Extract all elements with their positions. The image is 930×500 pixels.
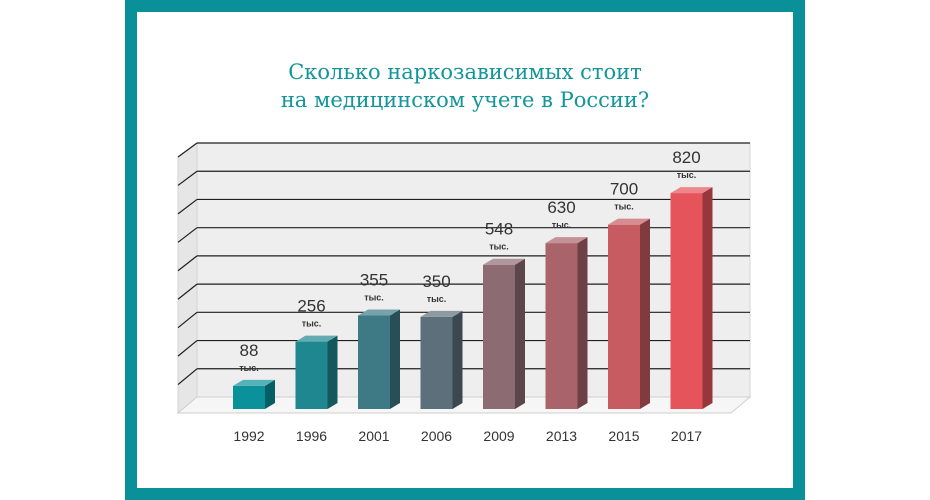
bar-2001 <box>358 309 400 409</box>
category-label: 2015 <box>608 428 639 444</box>
category-label: 1996 <box>296 428 327 444</box>
category-label: 2001 <box>358 428 389 444</box>
bar-front <box>608 224 640 409</box>
bar-side <box>577 237 588 409</box>
gridline-side <box>177 368 198 386</box>
unit-label: тыс. <box>614 202 634 212</box>
bar-2009 <box>483 258 525 409</box>
bar-side <box>640 218 650 409</box>
bar-2017 <box>670 187 713 409</box>
bar-front <box>670 193 703 409</box>
chart-title-line-2: на медицинском учете в России? <box>280 88 650 112</box>
gridline-side <box>177 311 198 329</box>
category-label: 1992 <box>233 428 264 444</box>
bar-top <box>233 379 275 386</box>
bar-1996 <box>295 335 338 409</box>
value-label: 256 <box>297 297 325 316</box>
chart-gridlines <box>177 142 750 386</box>
bar-side <box>327 335 338 409</box>
bar-side <box>390 309 400 409</box>
bar-side <box>265 379 275 409</box>
chart-background <box>176 142 752 415</box>
category-label: 2017 <box>671 428 702 444</box>
value-label: 820 <box>672 148 700 167</box>
chart-bars <box>233 187 713 409</box>
gridline-side <box>177 340 198 357</box>
unit-label: тыс. <box>677 170 697 180</box>
gridline-side <box>177 142 198 158</box>
value-label: 350 <box>422 272 450 291</box>
value-label: 355 <box>360 271 388 290</box>
bar-front <box>545 243 578 409</box>
unit-label: тыс. <box>427 294 447 304</box>
bar-2006 <box>420 310 463 409</box>
category-label: 2013 <box>546 428 577 444</box>
bar-side <box>452 310 463 409</box>
gridline-side <box>177 227 198 243</box>
unit-label: тыс. <box>239 363 259 373</box>
bar-top <box>483 258 525 265</box>
unit-label: тыс. <box>489 242 509 252</box>
category-label: 2009 <box>483 428 514 444</box>
bar-front <box>358 315 390 409</box>
bar-top <box>420 310 463 317</box>
bar-top <box>358 309 400 316</box>
bar-1992 <box>233 379 275 409</box>
bar-top <box>670 187 713 194</box>
bar-2013 <box>545 237 588 409</box>
chart-back-wall <box>196 142 751 398</box>
bar-top <box>545 237 588 244</box>
value-label: 88 <box>240 341 259 360</box>
gridline-side <box>177 170 198 186</box>
unit-label: тыс. <box>302 319 322 329</box>
unit-label: тыс. <box>552 220 572 230</box>
bar-2015 <box>608 218 650 409</box>
bar-side <box>702 187 713 409</box>
value-label: 700 <box>610 180 638 199</box>
gridline-side <box>177 255 198 272</box>
unit-label: тыс. <box>364 293 384 303</box>
chart-category-labels: 1992 1996 2001 2006 2009 2013 2015 2017 <box>233 428 702 444</box>
chart-title-line-1: Сколько наркозависимых стоит <box>288 60 642 84</box>
gridline-side <box>177 283 198 300</box>
value-label: 630 <box>547 198 575 217</box>
bar-front <box>233 385 265 409</box>
chart-title: Сколько наркозависимых стоит на медицинс… <box>137 58 793 114</box>
gridline-side <box>177 198 198 215</box>
bar-front <box>420 316 453 409</box>
chart-value-labels: 88 тыс. 256 тыс. 355 тыс. 350 тыс. 548 тыс. 630 тыс… <box>239 148 700 373</box>
bar-top <box>295 335 338 342</box>
bar-front <box>483 264 515 409</box>
bar-top <box>608 218 650 225</box>
category-label: 2006 <box>421 428 452 444</box>
value-label: 548 <box>485 220 513 239</box>
bar-front <box>295 341 328 409</box>
bar-side <box>515 258 525 409</box>
